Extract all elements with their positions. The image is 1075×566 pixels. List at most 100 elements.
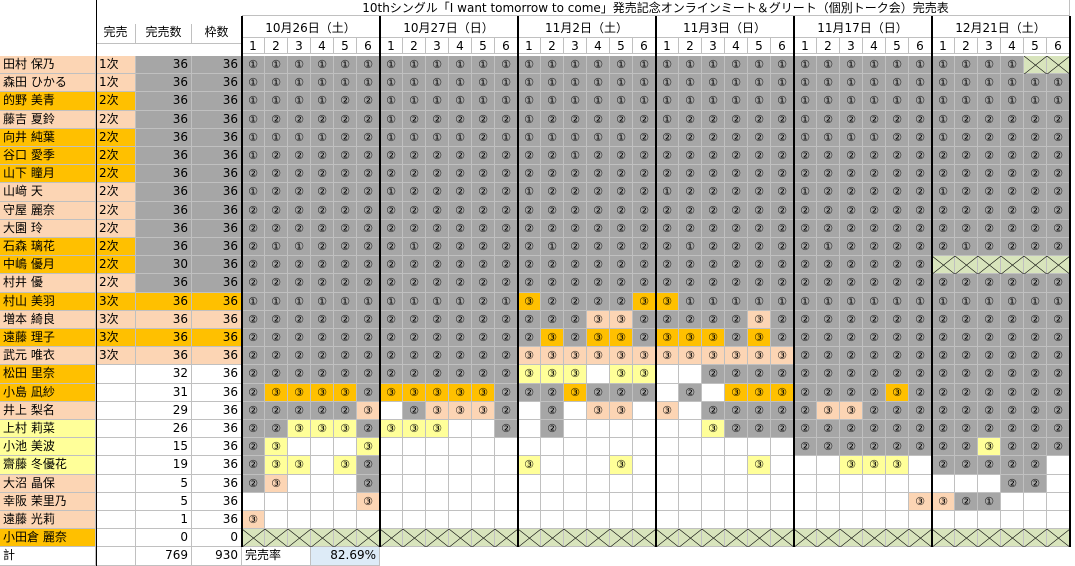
slot-cell: ② bbox=[1047, 347, 1070, 366]
slot-cell: ② bbox=[909, 238, 932, 257]
slot-cell: ③ bbox=[587, 310, 610, 329]
slot-cell bbox=[702, 456, 725, 475]
slot-cell: ① bbox=[380, 183, 403, 202]
slot-cell: ② bbox=[955, 347, 978, 366]
slot-cell: ② bbox=[633, 329, 656, 348]
slot-cell: ② bbox=[702, 238, 725, 257]
slot-cell: ② bbox=[817, 365, 840, 384]
slot-cell: ② bbox=[679, 219, 702, 238]
slot-cell: ① bbox=[1001, 292, 1024, 311]
slot-cell bbox=[587, 492, 610, 511]
slot-cell: ② bbox=[863, 401, 886, 420]
slot-cell: ② bbox=[840, 310, 863, 329]
slot-cell: ② bbox=[288, 347, 311, 366]
slot-cell: ① bbox=[1001, 56, 1024, 75]
slot-cell: ② bbox=[357, 383, 380, 402]
slot-cell: ① bbox=[541, 238, 564, 257]
unavailable-slot bbox=[794, 529, 817, 548]
slot-cell: ① bbox=[978, 56, 1001, 75]
slot-cell: ② bbox=[1047, 165, 1070, 184]
slot-cell: ① bbox=[380, 92, 403, 111]
slot-cell: ② bbox=[863, 256, 886, 275]
slot-cell bbox=[288, 492, 311, 511]
slot-cell: ② bbox=[357, 201, 380, 220]
slot-cell: ② bbox=[311, 274, 334, 293]
member-sold-status: 2次 bbox=[96, 256, 136, 275]
slot-cell: ② bbox=[679, 183, 702, 202]
slot-cell: ② bbox=[932, 347, 955, 366]
slot-cell: ① bbox=[794, 183, 817, 202]
slot-cell: ② bbox=[564, 238, 587, 257]
slot-cell: ① bbox=[978, 492, 1001, 511]
slot-cell: ② bbox=[932, 420, 955, 439]
slot-cell: ① bbox=[426, 92, 449, 111]
slot-cell: ② bbox=[564, 310, 587, 329]
date-header: 11月17日（日） bbox=[794, 20, 932, 38]
slot-cell: ② bbox=[541, 183, 564, 202]
slot-cell: ② bbox=[1024, 165, 1047, 184]
slot-cell: ② bbox=[817, 110, 840, 129]
slot-cell bbox=[1047, 456, 1070, 475]
slot-cell: ② bbox=[1024, 474, 1047, 493]
member-name: 増本 綺良 bbox=[0, 310, 96, 329]
slot-cell: ② bbox=[633, 183, 656, 202]
slot-cell bbox=[1024, 492, 1047, 511]
slot-cell: ② bbox=[1047, 183, 1070, 202]
unavailable-slot bbox=[1047, 56, 1070, 75]
slot-cell: ② bbox=[702, 219, 725, 238]
unavailable-slot bbox=[909, 529, 932, 548]
slot-cell: ② bbox=[242, 474, 265, 493]
slot-cell: ③ bbox=[518, 292, 541, 311]
slot-cell: ② bbox=[771, 110, 794, 129]
slot-cell bbox=[564, 420, 587, 439]
slot-cell: ② bbox=[702, 201, 725, 220]
slot-cell bbox=[380, 492, 403, 511]
slot-cell: ② bbox=[863, 383, 886, 402]
slot-cell bbox=[1024, 511, 1047, 530]
member-waku-count: 36 bbox=[192, 201, 242, 220]
slot-cell bbox=[633, 438, 656, 457]
slot-cell: ② bbox=[932, 201, 955, 220]
slot-cell bbox=[771, 474, 794, 493]
slot-cell bbox=[518, 401, 541, 420]
slot-cell: ② bbox=[311, 238, 334, 257]
slot-cell: ② bbox=[794, 438, 817, 457]
slot-cell: ① bbox=[311, 74, 334, 93]
slot-cell: ② bbox=[587, 183, 610, 202]
slot-cell: ② bbox=[794, 165, 817, 184]
slot-cell: ② bbox=[771, 238, 794, 257]
slot-cell: ② bbox=[679, 383, 702, 402]
slot-cell: ② bbox=[1001, 456, 1024, 475]
slot-cell: ② bbox=[587, 383, 610, 402]
slot-cell: ② bbox=[265, 274, 288, 293]
slot-cell: ② bbox=[863, 201, 886, 220]
unavailable-slot bbox=[1024, 529, 1047, 548]
slot-cell: ② bbox=[702, 310, 725, 329]
slot-cell: ② bbox=[771, 365, 794, 384]
slot-cell: ③ bbox=[564, 383, 587, 402]
slot-cell: ① bbox=[771, 292, 794, 311]
slot-cell: ① bbox=[311, 92, 334, 111]
slot-cell: ① bbox=[909, 292, 932, 311]
slot-cell: ② bbox=[472, 292, 495, 311]
slot-cell: ② bbox=[1001, 310, 1024, 329]
slot-cell: ② bbox=[426, 365, 449, 384]
slot-cell: ① bbox=[610, 56, 633, 75]
slot-cell: ② bbox=[886, 310, 909, 329]
member-waku-count: 36 bbox=[192, 147, 242, 166]
slot-cell: ② bbox=[702, 401, 725, 420]
slot-cell bbox=[679, 365, 702, 384]
slot-cell: ② bbox=[656, 238, 679, 257]
member-sold-count: 36 bbox=[136, 92, 192, 111]
slot-cell bbox=[334, 511, 357, 530]
slot-cell: ② bbox=[817, 147, 840, 166]
header-waku-count: 枠数 bbox=[192, 24, 242, 44]
slot-cell: ① bbox=[564, 74, 587, 93]
part-header: 2 bbox=[679, 38, 702, 54]
slot-cell: ② bbox=[380, 365, 403, 384]
slot-cell: ② bbox=[1024, 147, 1047, 166]
member-sold-count: 1 bbox=[136, 511, 192, 530]
slot-cell: ② bbox=[909, 183, 932, 202]
member-waku-count: 36 bbox=[192, 183, 242, 202]
slot-cell: ③ bbox=[610, 347, 633, 366]
